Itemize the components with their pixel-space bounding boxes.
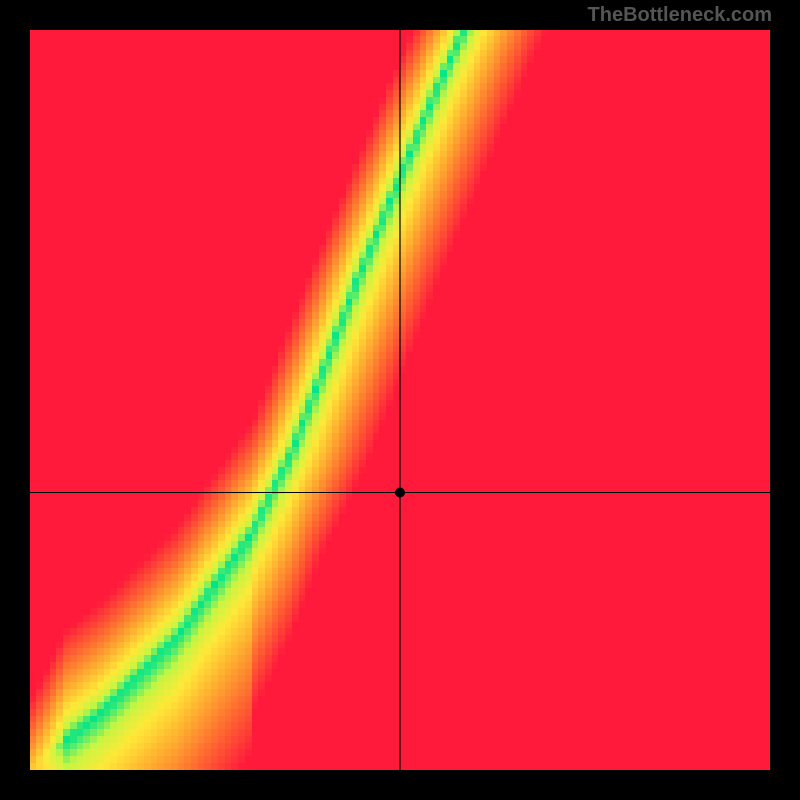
chart-container: TheBottleneck.com <box>0 0 800 800</box>
bottleneck-heatmap <box>30 30 770 770</box>
watermark-text: TheBottleneck.com <box>588 4 772 27</box>
